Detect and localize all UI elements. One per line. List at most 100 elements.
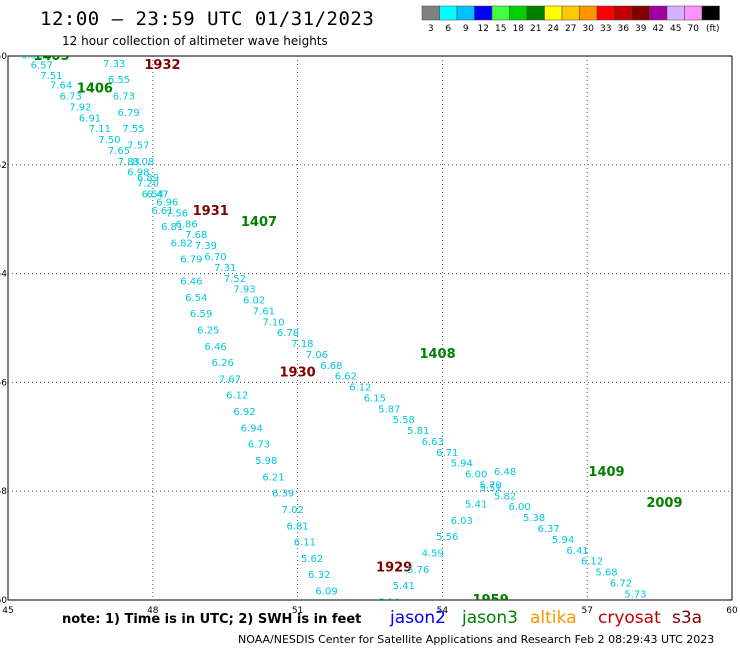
colorbar-swatch — [596, 5, 615, 21]
wave-height-value: 6.02 — [243, 296, 265, 307]
footnote: note: 1) Time is in UTC; 2) SWH is in fe… — [62, 612, 362, 627]
colorbar-label: 42 — [653, 24, 664, 34]
colorbar-swatch — [684, 5, 703, 21]
wave-height-value: 5.68 — [595, 568, 617, 579]
wave-height-value: 6.41 — [364, 614, 386, 625]
wave-height-value: 6.54 — [21, 51, 43, 62]
wave-height-value: 6.94 — [241, 423, 263, 434]
wave-height-value: 5.62 — [301, 554, 323, 565]
lat-tick-label: -58 — [0, 487, 7, 497]
colorbar-swatch — [701, 5, 720, 21]
colorbar-swatch — [491, 5, 510, 21]
wave-height-value: 7.39 — [195, 241, 217, 252]
pass-time-label: 1408 — [419, 347, 455, 362]
colorbar-swatch — [509, 5, 528, 21]
wave-height-value: 6.37 — [537, 524, 559, 535]
wave-height-value: 7.64 — [50, 81, 72, 92]
colorbar-label: 39 — [635, 24, 647, 34]
colorbar-swatch — [474, 5, 493, 21]
wave-height-value: 4.59 — [422, 548, 444, 559]
wave-height-value: 6.41 — [566, 546, 588, 557]
wave-height-value: 5.87 — [378, 404, 400, 415]
credit-line: NOAA/NESDIS Center for Satellite Applica… — [238, 633, 715, 646]
legend-jason2: jason2 — [390, 608, 446, 628]
colorbar-swatch — [544, 5, 563, 21]
wave-height-value: 7.57 — [127, 140, 149, 151]
wave-height-value: 6.00 — [508, 502, 530, 513]
wave-height-value: 7.51 — [40, 71, 62, 82]
colorbar-label: 45 — [670, 24, 681, 34]
colorbar-label: 21 — [530, 24, 541, 34]
colorbar-unit: (ft) — [706, 24, 720, 34]
wave-height-value: 6.59 — [190, 309, 212, 320]
pass-time-label: 1407 — [241, 215, 277, 230]
wave-height-value: 6.54 — [142, 189, 164, 200]
lat-tick-label: -52 — [0, 161, 7, 171]
colorbar-label: 3 — [428, 24, 434, 34]
wave-height-value: 7.92 — [69, 102, 91, 113]
wave-height-value: 5.70 — [480, 480, 502, 491]
wave-height-value: 7.06 — [306, 350, 328, 361]
lat-tick-label: -54 — [0, 270, 7, 280]
chart-title: 12:00 – 23:59 UTC 01/31/2023 — [40, 8, 375, 30]
wave-height-value: 6.47 — [146, 189, 168, 200]
wave-height-value: 5.19 — [378, 597, 400, 608]
colorbar-label: 33 — [600, 24, 611, 34]
wave-height-value: 6.32 — [308, 570, 330, 581]
wave-height-value: 7.67 — [219, 374, 241, 385]
colorbar-label: 30 — [583, 24, 595, 34]
wave-height-value: 8.08 — [132, 157, 154, 168]
wave-height-value: 6.12 — [581, 557, 603, 568]
colorbar-swatch — [561, 5, 580, 21]
wave-height-value: 6.70 — [204, 252, 226, 263]
colorbar-label: 70 — [688, 24, 700, 34]
lon-tick-label: 54 — [437, 606, 449, 616]
wave-height-value: 6.89 — [137, 173, 159, 184]
wave-height-value: 6.03 — [451, 516, 473, 527]
wave-height-value: 6.39 — [272, 489, 294, 500]
wave-height-value: 6.71 — [436, 448, 458, 459]
wave-height-value: 6.86 — [175, 219, 197, 230]
colorbar-swatch — [439, 5, 458, 21]
wave-height-value: 7.52 — [224, 274, 246, 285]
colorbar-label: 6 — [445, 24, 451, 34]
wave-height-value: 6.91 — [79, 113, 101, 124]
wave-height-value: 7.65 — [108, 146, 130, 157]
legend-s3a: s3a — [672, 608, 703, 628]
wave-height-value: 6.00 — [465, 470, 487, 481]
lon-tick-label: 60 — [726, 606, 738, 616]
wave-height-value: 6.68 — [320, 361, 342, 372]
legend-jason3: jason3 — [462, 608, 518, 628]
wave-height-value: 5.41 — [393, 581, 415, 592]
wave-height-value: 6.81 — [161, 222, 183, 233]
wave-height-value: 6.73 — [113, 92, 135, 103]
wave-height-value: 7.93 — [233, 285, 255, 296]
track-layer: 6.546.577.517.646.737.926.917.117.507.65… — [21, 49, 683, 625]
pass-time-label: 1405 — [33, 49, 69, 64]
legend-cryosat: cryosat — [598, 608, 661, 628]
colorbar-label: 36 — [618, 24, 630, 34]
colorbar-swatch — [666, 5, 685, 21]
wave-height-value: 6.12 — [349, 383, 371, 394]
lon-tick-label: 51 — [292, 606, 303, 616]
pass-time-label: 1406 — [77, 82, 113, 97]
wave-height-value: 7.56 — [166, 208, 188, 219]
wave-height-value: 7.55 — [122, 124, 144, 135]
wave-height-value: 6.57 — [31, 61, 53, 72]
wave-height-value: 6.46 — [180, 276, 202, 287]
wave-height-value: 5.58 — [393, 415, 415, 426]
colorbar-label: 18 — [513, 24, 525, 34]
wave-height-value: 6.55 — [108, 75, 130, 86]
wave-height-value: 6.96 — [156, 198, 178, 209]
wave-height-value: 7.11 — [89, 124, 111, 135]
wave-height-value: 5.56 — [436, 532, 458, 543]
wave-height-value: 6.73 — [248, 440, 270, 451]
colorbar-label: 12 — [478, 24, 489, 34]
colorbar-label: 27 — [565, 24, 576, 34]
wave-height-value: 6.21 — [262, 472, 284, 483]
colorbar-label: 9 — [463, 24, 469, 34]
wave-height-value: 5.76 — [407, 565, 429, 576]
legend-altika: altika — [530, 608, 577, 628]
wave-height-value: 6.98 — [127, 168, 149, 179]
